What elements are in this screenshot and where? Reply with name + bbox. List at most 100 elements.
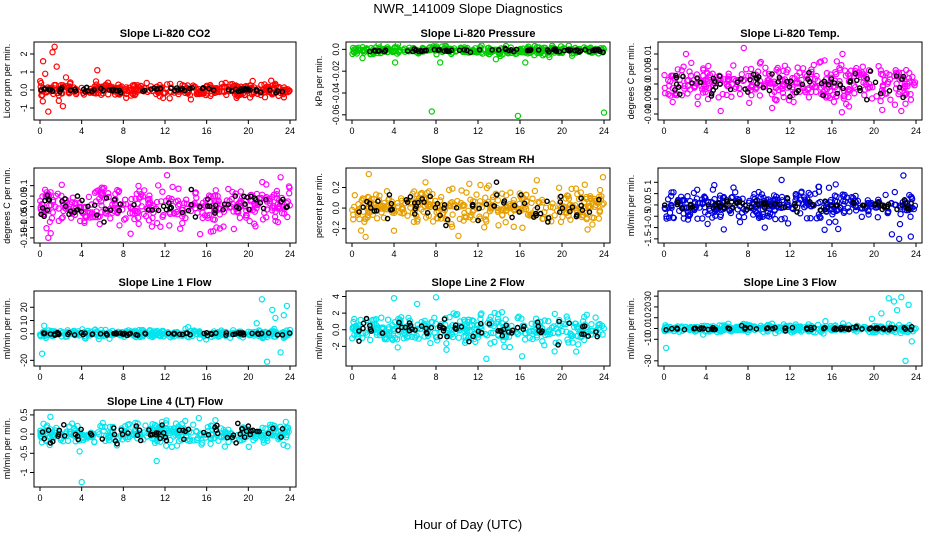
data-point-selected	[427, 193, 434, 200]
data-point-selected	[535, 47, 542, 53]
data-point-selected	[578, 195, 584, 201]
data-point	[424, 189, 431, 196]
data-point-outlier	[78, 478, 85, 486]
data-point-selected	[233, 440, 239, 446]
data-point	[260, 439, 267, 446]
data-point	[725, 70, 732, 77]
data-point	[858, 213, 866, 220]
data-point-selected	[792, 203, 799, 210]
data-point	[565, 192, 572, 200]
data-point-selected	[173, 85, 180, 91]
data-point	[717, 211, 725, 219]
data-point	[97, 326, 105, 334]
points-layer	[661, 294, 919, 364]
data-point-selected	[782, 325, 789, 331]
data-point-selected	[265, 330, 272, 336]
data-point	[561, 203, 569, 211]
data-point-selected	[74, 193, 81, 199]
data-point-selected	[360, 325, 366, 332]
data-point	[210, 435, 217, 442]
data-point	[128, 195, 135, 203]
data-point-selected	[806, 69, 812, 76]
data-point-selected	[279, 425, 286, 432]
data-point	[45, 234, 52, 241]
data-point	[116, 222, 123, 229]
y-tick-label: 0.5	[643, 187, 653, 200]
data-point-selected	[379, 330, 386, 337]
data-point	[891, 201, 899, 208]
data-point-selected	[834, 90, 841, 97]
data-point-outlier	[888, 231, 896, 238]
data-point-selected	[41, 86, 47, 92]
x-tick-label: 8	[433, 372, 438, 382]
data-point-selected	[188, 186, 195, 193]
data-point-selected	[532, 210, 539, 217]
x-tick-label: 20	[557, 126, 567, 136]
data-point-selected	[837, 82, 844, 88]
y-tick-label: 0.0	[19, 428, 29, 441]
data-point	[779, 89, 787, 97]
data-point	[99, 423, 106, 430]
data-point-selected	[544, 198, 550, 205]
data-point	[93, 188, 100, 195]
data-point-selected	[413, 203, 419, 210]
data-point-selected	[899, 76, 905, 82]
data-point	[105, 437, 113, 444]
x-tick-label: 16	[202, 126, 212, 136]
data-point	[896, 220, 904, 228]
data-point-selected	[585, 333, 592, 339]
data-point-selected	[72, 86, 78, 93]
data-point	[421, 317, 428, 324]
data-point	[395, 48, 403, 55]
data-point	[437, 215, 444, 222]
data-point-selected	[566, 320, 573, 327]
y-tick-label: -30	[643, 354, 653, 367]
data-point	[349, 335, 356, 342]
data-point	[176, 225, 184, 232]
data-point	[907, 90, 914, 98]
data-point	[274, 205, 282, 212]
data-point	[742, 66, 750, 73]
y-tick-label: 20	[643, 302, 653, 312]
data-point-selected	[476, 205, 482, 212]
data-point-selected	[61, 421, 67, 428]
x-tick-label: 20	[869, 126, 879, 136]
points-layer	[349, 170, 607, 241]
y-tick-label: -0.06	[331, 105, 341, 126]
data-point	[583, 214, 591, 221]
data-point	[372, 191, 380, 198]
data-point-outlier	[898, 294, 905, 301]
data-point-selected	[165, 330, 172, 337]
x-tick-label: 8	[121, 372, 126, 382]
data-point-selected	[407, 193, 414, 200]
data-point-selected	[511, 202, 518, 209]
data-point	[757, 58, 765, 66]
data-point-selected	[79, 197, 85, 204]
y-tick-label: 10	[19, 316, 29, 326]
data-point-selected	[831, 326, 837, 333]
data-point-selected	[106, 87, 112, 93]
data-point	[702, 88, 709, 96]
data-point	[252, 223, 259, 230]
data-point	[661, 71, 668, 79]
data-point	[182, 426, 189, 434]
data-point	[705, 62, 712, 70]
y-tick-label: 10	[643, 313, 653, 323]
y-axis-label: degrees C per min.	[626, 43, 636, 120]
data-point-selected	[44, 192, 51, 199]
data-point-selected	[509, 214, 515, 221]
data-point	[220, 434, 228, 441]
data-point-selected	[712, 84, 719, 90]
data-point-selected	[896, 84, 903, 91]
data-point-selected	[176, 331, 183, 338]
data-point	[196, 432, 204, 439]
data-point	[249, 206, 256, 214]
data-point	[684, 82, 692, 90]
data-point	[187, 207, 195, 215]
data-point	[394, 344, 401, 351]
data-point-selected	[850, 200, 857, 207]
data-point-outlier	[127, 230, 134, 237]
data-point	[817, 58, 825, 65]
data-point-selected	[239, 425, 245, 432]
